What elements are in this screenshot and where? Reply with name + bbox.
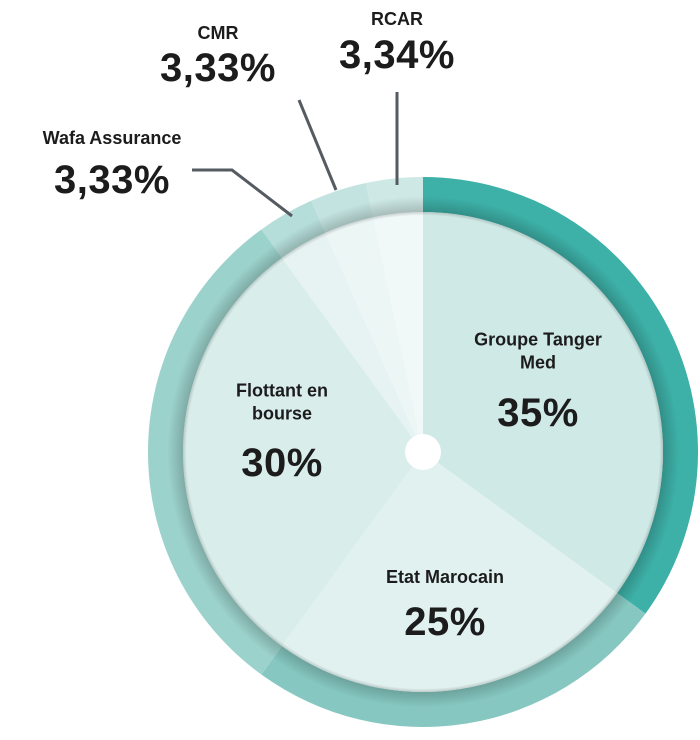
slice-label: RCAR xyxy=(371,8,423,29)
slice-label: CMR xyxy=(197,22,239,43)
value-label: 30% xyxy=(241,441,323,485)
value-label: 25% xyxy=(404,600,486,644)
leader-line xyxy=(192,168,293,218)
leader-line xyxy=(297,99,338,191)
center-hole xyxy=(405,434,441,470)
value-label: 3,34% xyxy=(339,33,455,77)
value-label: 3,33% xyxy=(160,46,276,90)
value-label: 35% xyxy=(497,391,579,435)
slice-label: Flottant en bourse xyxy=(236,380,328,424)
slice-label: Etat Marocain xyxy=(385,566,505,587)
slice-label: Groupe Tanger Med xyxy=(474,329,602,373)
value-label: 3,33% xyxy=(54,158,170,202)
slice-label: Wafa Assurance xyxy=(42,127,182,148)
